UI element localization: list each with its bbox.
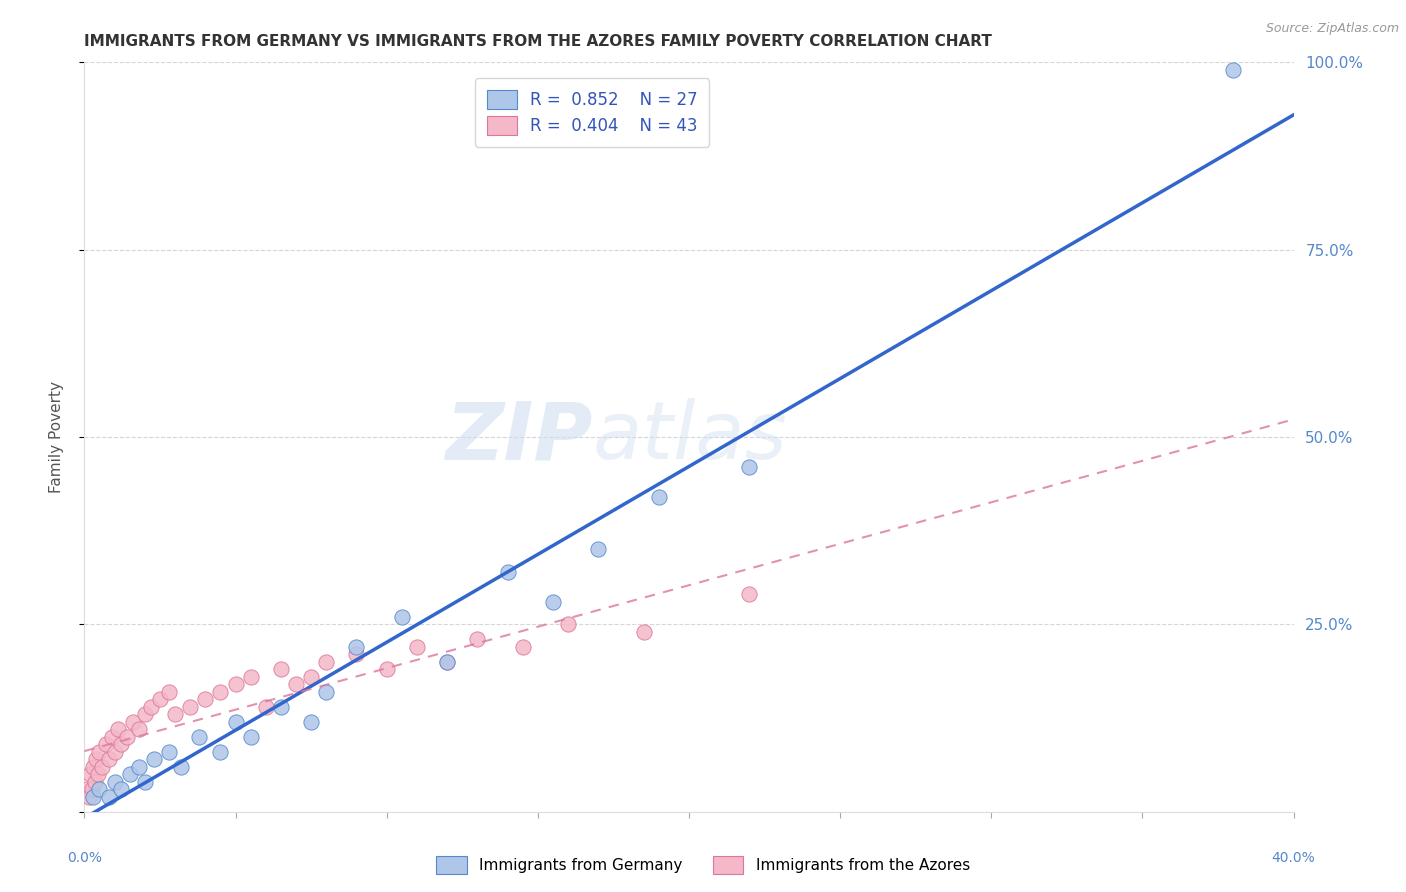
Point bbox=[225, 677, 247, 691]
Text: 40.0%: 40.0% bbox=[1271, 851, 1316, 864]
Point bbox=[648, 490, 671, 504]
Point bbox=[128, 723, 150, 737]
Point bbox=[254, 699, 277, 714]
Point bbox=[436, 655, 458, 669]
Point bbox=[239, 670, 262, 684]
Point bbox=[436, 655, 458, 669]
Point bbox=[209, 745, 232, 759]
Point bbox=[79, 767, 101, 781]
Point bbox=[165, 707, 187, 722]
Point bbox=[82, 789, 104, 804]
Point bbox=[194, 692, 217, 706]
Point bbox=[77, 789, 100, 804]
Text: IMMIGRANTS FROM GERMANY VS IMMIGRANTS FROM THE AZORES FAMILY POVERTY CORRELATION: IMMIGRANTS FROM GERMANY VS IMMIGRANTS FR… bbox=[84, 34, 993, 49]
Point bbox=[149, 692, 172, 706]
Point bbox=[270, 699, 292, 714]
Point bbox=[557, 617, 579, 632]
Point bbox=[346, 648, 368, 662]
Point bbox=[157, 745, 180, 759]
Point bbox=[110, 737, 132, 751]
Legend: Immigrants from Germany, Immigrants from the Azores: Immigrants from Germany, Immigrants from… bbox=[430, 850, 976, 880]
Point bbox=[239, 730, 262, 744]
Point bbox=[225, 714, 247, 729]
Point bbox=[121, 714, 143, 729]
Point bbox=[738, 460, 761, 475]
Point bbox=[1222, 62, 1244, 77]
Point bbox=[299, 714, 322, 729]
Point bbox=[118, 767, 141, 781]
Point bbox=[82, 760, 104, 774]
Point bbox=[738, 587, 761, 601]
Point bbox=[110, 782, 132, 797]
Point bbox=[391, 610, 413, 624]
Point bbox=[375, 662, 398, 676]
Point bbox=[346, 640, 368, 654]
Point bbox=[541, 595, 564, 609]
Y-axis label: Family Poverty: Family Poverty bbox=[49, 381, 63, 493]
Point bbox=[170, 760, 193, 774]
Text: Source: ZipAtlas.com: Source: ZipAtlas.com bbox=[1265, 22, 1399, 36]
Point bbox=[134, 707, 156, 722]
Point bbox=[97, 789, 120, 804]
Point bbox=[139, 699, 162, 714]
Point bbox=[91, 760, 114, 774]
Point bbox=[179, 699, 201, 714]
Point bbox=[100, 730, 122, 744]
Point bbox=[467, 632, 489, 647]
Point bbox=[89, 745, 111, 759]
Point bbox=[188, 730, 211, 744]
Point bbox=[89, 782, 111, 797]
Point bbox=[84, 774, 107, 789]
Point bbox=[80, 782, 103, 797]
Point bbox=[115, 730, 138, 744]
Legend: R =  0.852    N = 27, R =  0.404    N = 43: R = 0.852 N = 27, R = 0.404 N = 43 bbox=[475, 78, 710, 147]
Point bbox=[633, 624, 655, 639]
Point bbox=[87, 767, 110, 781]
Point bbox=[588, 542, 610, 557]
Point bbox=[128, 760, 150, 774]
Point bbox=[496, 565, 519, 579]
Point bbox=[315, 685, 337, 699]
Text: atlas: atlas bbox=[592, 398, 787, 476]
Point bbox=[209, 685, 232, 699]
Point bbox=[315, 655, 337, 669]
Text: 0.0%: 0.0% bbox=[67, 851, 101, 864]
Point bbox=[270, 662, 292, 676]
Point bbox=[94, 737, 117, 751]
Point bbox=[107, 723, 129, 737]
Point bbox=[104, 774, 127, 789]
Point bbox=[134, 774, 156, 789]
Point bbox=[97, 752, 120, 766]
Point bbox=[285, 677, 308, 691]
Text: ZIP: ZIP bbox=[444, 398, 592, 476]
Point bbox=[142, 752, 165, 766]
Point bbox=[104, 745, 127, 759]
Point bbox=[76, 782, 98, 797]
Point bbox=[157, 685, 180, 699]
Point bbox=[299, 670, 322, 684]
Point bbox=[86, 752, 108, 766]
Point bbox=[512, 640, 534, 654]
Point bbox=[406, 640, 429, 654]
